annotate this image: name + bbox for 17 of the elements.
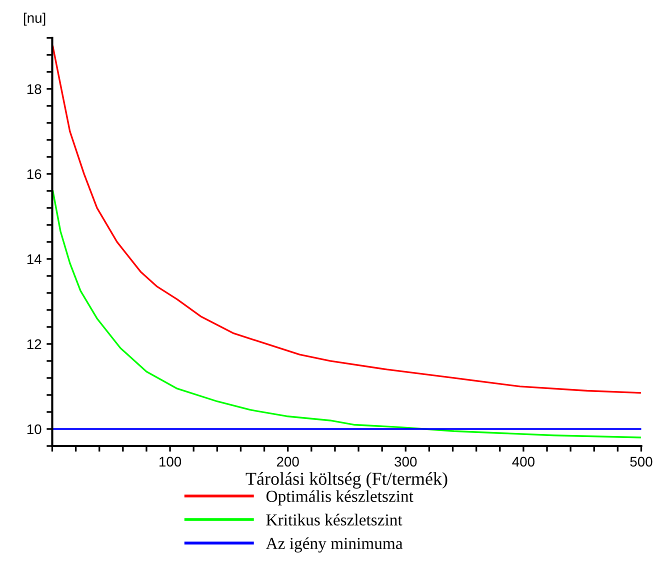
- x-tick-label: 300: [394, 456, 417, 467]
- x-tick-label: 400: [512, 456, 534, 467]
- y-axis-title: [nu]: [24, 12, 46, 26]
- y-tick-label: 10: [27, 424, 42, 434]
- legend-label: Optimális készletszint: [266, 490, 414, 506]
- x-axis-title: Tárolási költség (Ft/termék): [246, 472, 448, 489]
- line-series: [52, 190, 641, 438]
- x-tick-label: 100: [160, 456, 182, 467]
- y-tick-label: 14: [27, 254, 42, 264]
- y-tick-label: 18: [27, 84, 42, 94]
- legend-label: Az igény minimuma: [266, 537, 403, 552]
- legend-label: Kritikus készletszint: [266, 514, 402, 526]
- y-tick-label: 12: [27, 339, 42, 350]
- y-tick-label: 16: [27, 169, 42, 180]
- x-tick-label: 500: [630, 456, 652, 467]
- line-series: [52, 46, 641, 394]
- x-tick-label: 200: [276, 456, 299, 467]
